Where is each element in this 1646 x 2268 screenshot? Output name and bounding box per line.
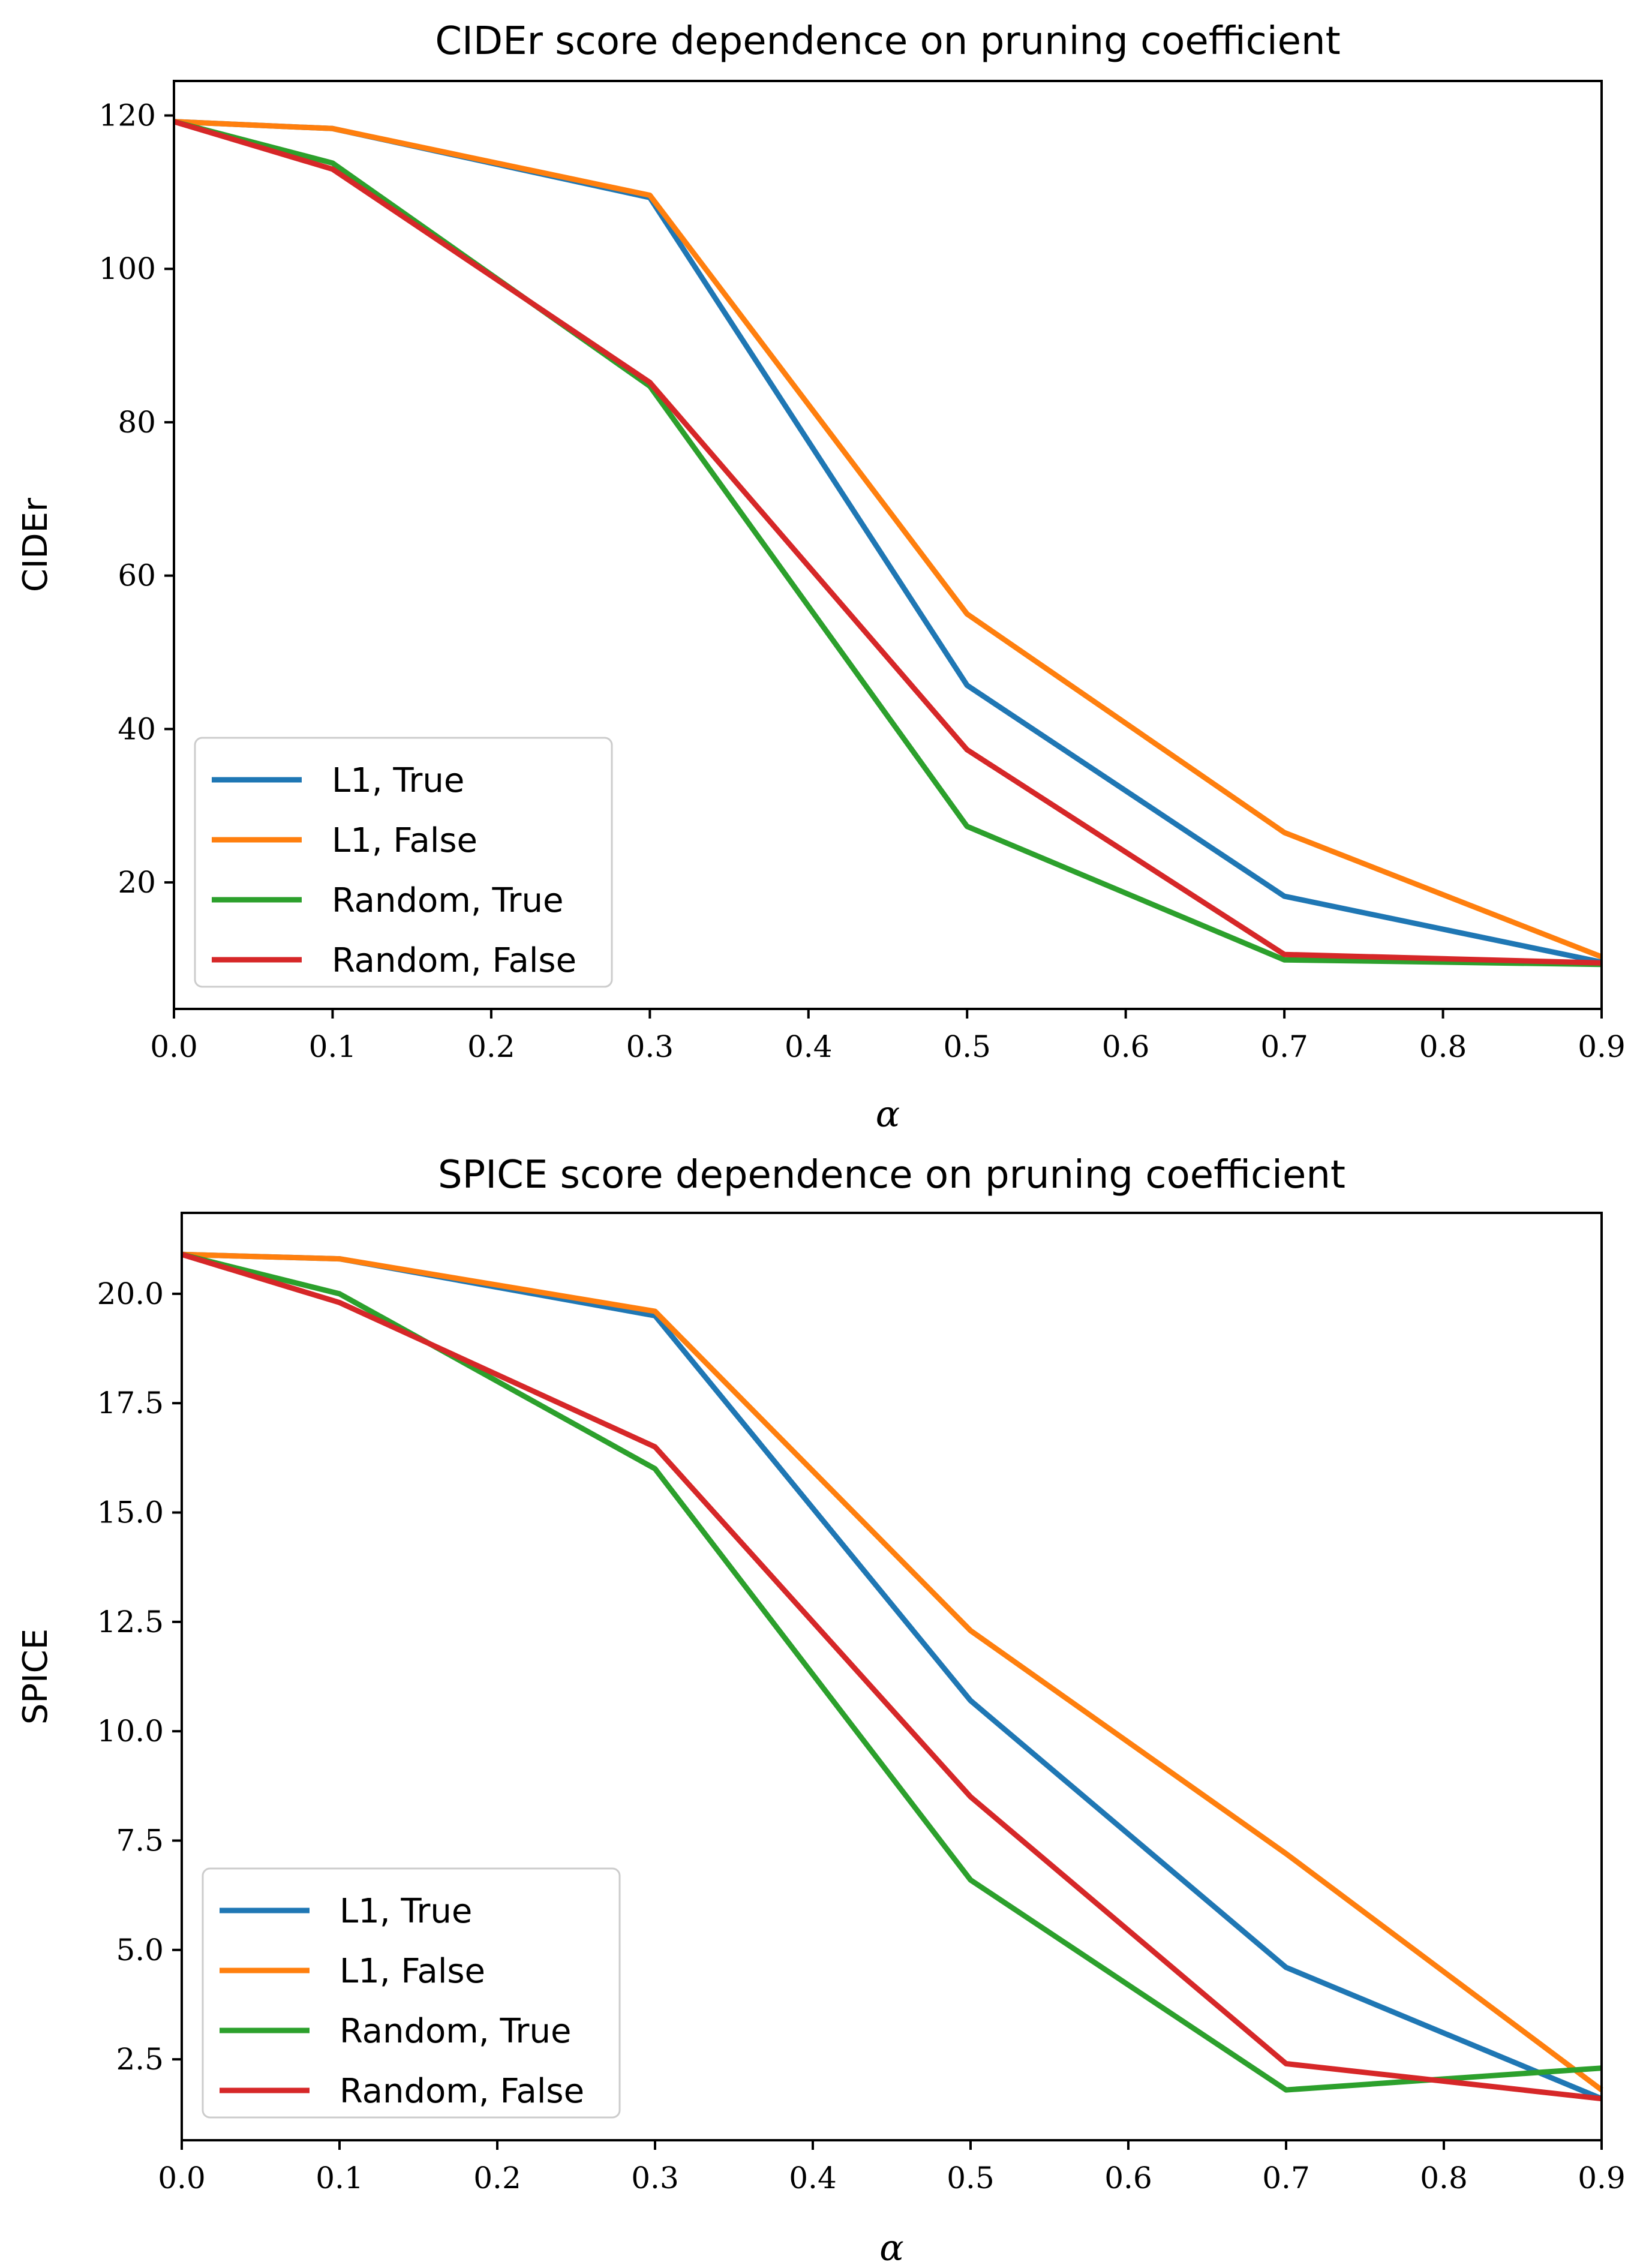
spice-legend-label-1: L1, True	[340, 1892, 472, 1931]
cider-x-axis-label: α	[876, 1094, 900, 1135]
cider-x-tick-label: 0.0	[150, 1029, 198, 1064]
cider-series-line-4	[173, 119, 1602, 966]
spice-x-axis-label: α	[879, 2227, 904, 2268]
spice-chart: SPICE score dependence on pruning coeffi…	[16, 1153, 1626, 2268]
spice-series-line-2	[181, 1251, 1603, 2092]
cider-legend-label-1: L1, True	[332, 761, 464, 800]
spice-x-tick-label: 0.7	[1262, 2161, 1310, 2195]
cider-x-tick-label: 0.3	[626, 1029, 674, 1064]
spice-y-tick-label: 12.5	[97, 1605, 164, 1639]
cider-y-tick-label: 20	[118, 865, 156, 900]
cider-y-axis-label: CIDEr	[16, 497, 55, 592]
cider-x-tick-label: 0.8	[1419, 1029, 1467, 1064]
spice-legend-box	[202, 1867, 621, 2119]
cider-x-tick-label: 0.6	[1102, 1029, 1150, 1064]
cider-x-tick-label: 0.2	[467, 1029, 515, 1064]
spice-y-tick-label: 15.0	[97, 1495, 164, 1530]
cider-y-tick-label: 60	[118, 558, 156, 593]
spice-x-tick-label: 0.9	[1578, 2161, 1626, 2195]
cider-series-line-3	[173, 119, 1602, 968]
spice-x-tick-label: 0.0	[158, 2161, 206, 2195]
cider-x-tick-label: 0.4	[785, 1029, 833, 1064]
spice-y-tick-label: 2.5	[116, 2042, 164, 2077]
spice-x-tick-label: 0.8	[1420, 2161, 1468, 2195]
cider-x-tick-label: 0.7	[1260, 1029, 1308, 1064]
cider-chart: CIDEr score dependence on pruning coeffi…	[16, 19, 1626, 1135]
spice-y-tick-label: 7.5	[116, 1823, 164, 1858]
spice-y-tick-label: 10.0	[97, 1714, 164, 1749]
cider-series-lines	[173, 119, 1603, 968]
spice-series-line-3	[181, 1251, 1602, 2093]
cider-y-tick-label: 80	[118, 405, 156, 440]
spice-legend-label-2: L1, False	[340, 1952, 485, 1991]
cider-legend-label-3: Random, True	[332, 881, 563, 920]
spice-x-tick-label: 0.6	[1104, 2161, 1152, 2195]
cider-y-tick-label: 120	[99, 98, 156, 133]
spice-series-line-4	[181, 1251, 1602, 2102]
cider-series-line-2	[173, 119, 1603, 960]
spice-y-tick-label: 17.5	[97, 1386, 164, 1420]
spice-chart-title: SPICE score dependence on pruning coeffi…	[438, 1153, 1345, 1197]
spice-legend: L1, True L1, False Random, True Random, Fal…	[202, 1867, 621, 2119]
cider-axes-frame	[173, 80, 1603, 1010]
spice-x-tick-label: 0.1	[316, 2161, 364, 2195]
cider-x-tick-label: 0.5	[943, 1029, 991, 1064]
cider-chart-title: CIDEr score dependence on pruning coeffi…	[435, 19, 1340, 64]
cider-legend-label-2: L1, False	[332, 821, 477, 860]
cider-legend-label-4: Random, False	[332, 941, 576, 980]
spice-y-tick-label: 20.0	[97, 1276, 164, 1311]
spice-x-tick-label: 0.4	[789, 2161, 837, 2195]
spice-y-axis-label: SPICE	[16, 1629, 55, 1725]
cider-x-tick-label: 0.1	[309, 1029, 357, 1064]
cider-y-tick-label: 100	[99, 251, 156, 286]
cider-x-tick-label: 0.9	[1578, 1029, 1626, 1064]
cider-legend-box	[194, 737, 613, 988]
spice-x-tick-label: 0.3	[631, 2161, 679, 2195]
spice-x-tick-label: 0.2	[473, 2161, 521, 2195]
spice-legend-label-4: Random, False	[340, 2072, 584, 2111]
cider-y-tick-label: 40	[118, 711, 156, 746]
spice-x-tick-label: 0.5	[947, 2161, 995, 2195]
cider-legend: L1, True L1, False Random, True Random, Fal…	[194, 737, 613, 988]
spice-series-lines	[181, 1251, 1603, 2102]
spice-axes-frame	[181, 1212, 1603, 2141]
spice-y-tick-label: 5.0	[116, 1933, 164, 1967]
spice-legend-label-3: Random, True	[340, 2012, 571, 2051]
